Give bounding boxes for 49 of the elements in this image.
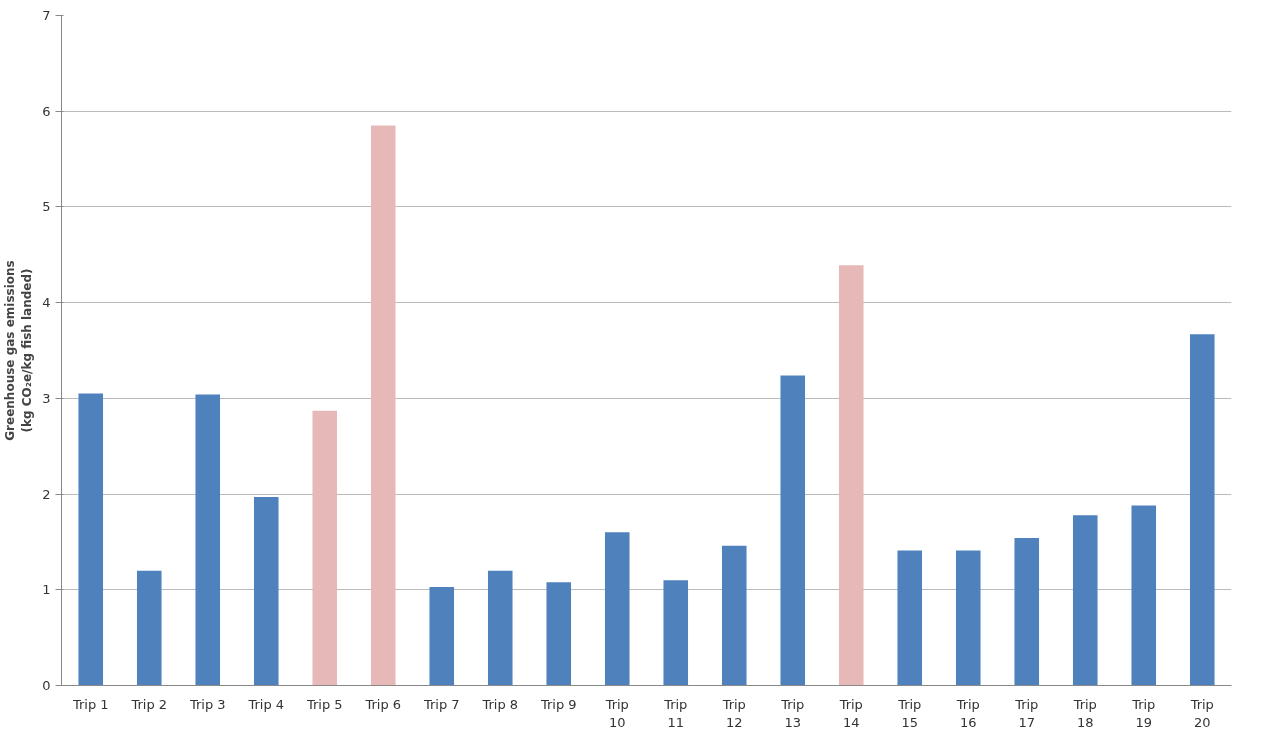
bar xyxy=(370,125,396,686)
y-tick-label: 3 xyxy=(42,390,51,406)
x-tick-label: Trip 9 xyxy=(539,696,577,712)
y-axis-title: Greenhouse gas emissions (kg CO₂e/kg fish landed) xyxy=(3,260,35,441)
y-tick-label: 1 xyxy=(42,582,51,598)
x-tick-label: Trip 14 xyxy=(838,696,863,730)
y-tick-label: 7 xyxy=(42,8,51,23)
bar xyxy=(1072,515,1098,686)
x-tick-label: Trip 19 xyxy=(1131,696,1156,730)
x-tick-label: Trip 2 xyxy=(130,696,168,712)
bar xyxy=(1131,505,1157,686)
x-tick-label: Trip 7 xyxy=(422,696,460,712)
bar xyxy=(487,570,513,686)
x-tick-label: Trip 11 xyxy=(663,696,688,730)
x-tick-label: Trip 5 xyxy=(305,696,343,712)
x-tick-label: Trip 15 xyxy=(897,696,922,730)
x-tick-label: Trip 10 xyxy=(604,696,629,730)
x-tick-label: Trip 20 xyxy=(1189,696,1214,730)
x-tick-label: Trip 18 xyxy=(1072,696,1097,730)
bar xyxy=(604,532,630,686)
x-tick-label: Trip 6 xyxy=(364,696,402,712)
bar xyxy=(546,582,572,686)
bar xyxy=(663,580,689,686)
bar xyxy=(1189,334,1215,686)
x-tick-label: Trip 17 xyxy=(1014,696,1039,730)
x-tick-label: Trip 1 xyxy=(71,696,109,712)
bar xyxy=(136,570,162,686)
bar xyxy=(312,410,338,686)
x-tick-label: Trip 13 xyxy=(780,696,805,730)
bar xyxy=(838,265,864,686)
bar xyxy=(955,550,981,686)
y-tick-label: 0 xyxy=(42,678,51,693)
bar xyxy=(1014,538,1040,686)
x-tick-label: Trip 12 xyxy=(721,696,746,730)
bar xyxy=(721,545,747,686)
bar xyxy=(195,394,221,686)
x-tick-label: Trip 16 xyxy=(955,696,980,730)
bar xyxy=(897,550,923,686)
y-tick-label: 2 xyxy=(42,486,51,502)
y-tick-label: 6 xyxy=(42,103,51,119)
bar xyxy=(78,393,104,686)
y-tick-label: 5 xyxy=(42,199,51,215)
y-tick-label: 4 xyxy=(42,295,51,311)
x-tick-label: Trip 3 xyxy=(188,696,226,712)
bar xyxy=(780,375,806,686)
x-tick-label: Trip 4 xyxy=(247,696,285,712)
x-tick-label: Trip 8 xyxy=(481,696,519,712)
bar xyxy=(253,496,279,686)
bar xyxy=(429,586,455,686)
